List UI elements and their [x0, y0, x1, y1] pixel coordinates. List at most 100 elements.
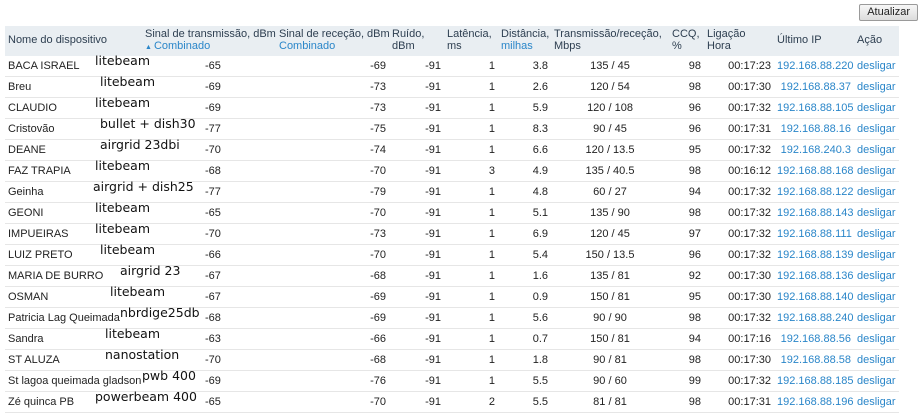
- device-name-cell: Sandra litebeam: [5, 326, 160, 350]
- latency-header-unit: ms: [447, 40, 462, 52]
- disconnect-link[interactable]: desligar: [857, 270, 896, 282]
- last-ip-link[interactable]: 192.168.88.105: [777, 102, 854, 114]
- last-ip-link[interactable]: 192.168.88.140: [777, 291, 854, 303]
- latency-cell: 1: [444, 349, 498, 371]
- latency-cell: 1: [444, 181, 498, 203]
- device-name: IMPUEIRAS: [8, 228, 69, 240]
- tx-signal-value: -65: [205, 396, 221, 408]
- rx-signal-cell: -69: [276, 286, 389, 308]
- refresh-button[interactable]: Atualizar: [859, 4, 918, 21]
- rx-signal-cell: -66: [276, 328, 389, 350]
- rx-signal-cell: -73: [276, 76, 389, 98]
- ccq-cell: 96: [669, 97, 704, 119]
- table-row: BACA ISRAEL litebeam -65 -69 -91 1 3.8 135 / 45…: [5, 53, 899, 77]
- disconnect-link[interactable]: desligar: [857, 60, 896, 72]
- action-header-label: Ação: [857, 34, 883, 46]
- disconnect-link[interactable]: desligar: [857, 123, 896, 135]
- disconnect-link[interactable]: desligar: [857, 291, 896, 303]
- tx-signal-cell: -77: [142, 181, 276, 203]
- last-ip-link[interactable]: 192.168.88.111: [777, 228, 852, 240]
- connection-time-cell: 00:17:16: [704, 328, 774, 350]
- last-ip-link[interactable]: 192.168.88.196: [777, 396, 854, 408]
- rx-signal-header-sub: Combinado: [279, 40, 336, 52]
- last-ip-link[interactable]: 192.168.88.58: [780, 354, 851, 366]
- tx-signal-value: -69: [205, 81, 221, 93]
- last-ip-cell: 192.168.88.56: [774, 328, 854, 350]
- connection-time-cell: 00:17:32: [704, 307, 774, 329]
- distance-cell: 8.3: [498, 118, 551, 140]
- noise-cell: -91: [389, 160, 444, 182]
- last-ip-link[interactable]: 192.168.88.240: [777, 312, 854, 324]
- col-rx-signal[interactable]: Sinal de receção, dBm Combinado: [276, 26, 389, 56]
- device-name-cell: Patricia Lag Queimada nbrdige25db: [5, 305, 200, 329]
- tx-signal-cell: -67: [142, 265, 276, 287]
- rx-signal-cell: -75: [276, 118, 389, 140]
- col-noise[interactable]: Ruído, dBm: [389, 26, 444, 56]
- ccq-cell: 99: [669, 370, 704, 392]
- last-ip-link[interactable]: 192.168.88.136: [777, 270, 854, 282]
- ccq-cell: 98: [669, 202, 704, 224]
- last-ip-link[interactable]: 192.168.88.220: [777, 60, 854, 72]
- disconnect-link[interactable]: desligar: [857, 333, 896, 345]
- last-ip-cell: 192.168.88.105: [774, 97, 854, 119]
- col-connection-time[interactable]: Ligação Hora: [704, 26, 774, 56]
- ccq-cell: 98: [669, 56, 704, 77]
- table-row: ST ALUZA nanostation -70 -68 -91 1 1.8 90 / 81 9…: [5, 347, 899, 371]
- disconnect-link[interactable]: desligar: [857, 186, 896, 198]
- table-row: Breu litebeam -69 -73 -91 1 2.6 120 / 54 98 00:17…: [5, 74, 899, 98]
- col-distance[interactable]: Distância, milhas: [498, 26, 551, 56]
- noise-cell: -91: [389, 76, 444, 98]
- last-ip-link[interactable]: 192.168.88.37: [780, 81, 851, 93]
- tx-signal-value: -69: [205, 102, 221, 114]
- col-latency[interactable]: Latência, ms: [444, 26, 498, 56]
- disconnect-link[interactable]: desligar: [857, 228, 896, 240]
- last-ip-link[interactable]: 192.168.88.122: [777, 186, 854, 198]
- rx-signal-header-label: Sinal de receção, dBm: [279, 28, 389, 40]
- noise-cell: -91: [389, 307, 444, 329]
- disconnect-link[interactable]: desligar: [857, 312, 896, 324]
- disconnect-link[interactable]: desligar: [857, 375, 896, 387]
- last-ip-link[interactable]: 192.168.88.185: [777, 375, 854, 387]
- last-ip-cell: 192.168.88.139: [774, 244, 854, 266]
- disconnect-link[interactable]: desligar: [857, 144, 896, 156]
- disconnect-link[interactable]: desligar: [857, 102, 896, 114]
- latency-cell: 1: [444, 244, 498, 266]
- action-cell: desligar: [854, 307, 899, 329]
- disconnect-link[interactable]: desligar: [857, 354, 896, 366]
- txrx-header-label: Transmissão/receção,: [554, 28, 662, 40]
- last-ip-link[interactable]: 192.168.240.3: [780, 144, 851, 156]
- last-ip-cell: 192.168.88.140: [774, 286, 854, 308]
- distance-cell: 5.5: [498, 370, 551, 392]
- device-name-cell: GEONI litebeam: [5, 200, 150, 224]
- table-row: DEANE airgrid 23dbi -70 -74 -91 1 6.6 120 / 13.…: [5, 137, 899, 161]
- disconnect-link[interactable]: desligar: [857, 396, 896, 408]
- disconnect-link[interactable]: desligar: [857, 207, 896, 219]
- disconnect-link[interactable]: desligar: [857, 165, 896, 177]
- disconnect-link[interactable]: desligar: [857, 81, 896, 93]
- txrx-cell: 150 / 13.5: [551, 244, 669, 266]
- latency-cell: 1: [444, 223, 498, 245]
- col-device-name[interactable]: Nome do dispositivo: [5, 26, 142, 56]
- distance-cell: 0.7: [498, 328, 551, 350]
- col-tx-signal[interactable]: Sinal de transmissão, dBm ▲ Combinado: [142, 26, 276, 56]
- col-last-ip[interactable]: Último IP: [774, 26, 854, 56]
- last-ip-link[interactable]: 192.168.88.139: [777, 249, 854, 261]
- distance-cell: 5.5: [498, 391, 551, 413]
- action-cell: desligar: [854, 286, 899, 308]
- last-ip-link[interactable]: 192.168.88.168: [777, 165, 854, 177]
- col-txrx-rate[interactable]: Transmissão/receção, Mbps: [551, 26, 669, 56]
- connection-time-cell: 00:17:32: [704, 370, 774, 392]
- last-ip-link[interactable]: 192.168.88.143: [777, 207, 854, 219]
- toolbar: Atualizar: [859, 4, 918, 21]
- col-ccq[interactable]: CCQ, %: [669, 26, 704, 56]
- rx-signal-cell: -79: [276, 181, 389, 203]
- tx-signal-cell: -70: [142, 349, 276, 371]
- tx-signal-value: -70: [205, 354, 221, 366]
- connection-header-label: Ligação: [707, 28, 746, 40]
- disconnect-link[interactable]: desligar: [857, 249, 896, 261]
- noise-cell: -91: [389, 370, 444, 392]
- last-ip-link[interactable]: 192.168.88.56: [780, 333, 851, 345]
- last-ip-link[interactable]: 192.168.88.16: [780, 123, 851, 135]
- noise-cell: -91: [389, 118, 444, 140]
- device-name: OSMAN: [8, 291, 49, 303]
